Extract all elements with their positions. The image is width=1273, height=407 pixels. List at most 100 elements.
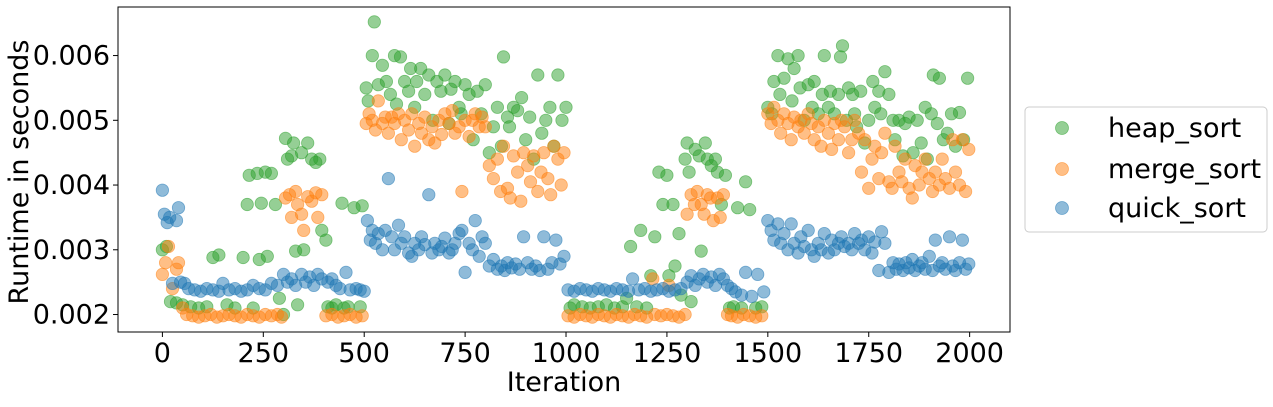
heap-sort-point xyxy=(678,152,692,166)
heap-sort-point xyxy=(878,65,892,79)
heap-sort-point xyxy=(785,94,799,108)
quick-sort-point xyxy=(757,285,771,299)
merge-sort-point xyxy=(428,136,442,150)
heap-sort-point xyxy=(924,107,938,121)
quick-sort-point xyxy=(455,223,469,237)
merge-sort-legend-marker xyxy=(1055,162,1069,176)
heap-sort-point xyxy=(379,74,393,89)
heap-sort-legend-label: heap_sort xyxy=(1108,113,1241,144)
merge-sort-point xyxy=(797,126,811,140)
heap-sort-point xyxy=(254,196,268,210)
heap-sort-point xyxy=(914,136,928,150)
merge-sort-point xyxy=(847,113,862,127)
heap-sort-point xyxy=(694,244,708,258)
quick-sort-point xyxy=(801,223,815,237)
merge-sort-point xyxy=(874,146,889,160)
merge-sort-legend-label: merge_sort xyxy=(1108,154,1261,185)
quick-sort-point xyxy=(557,249,571,263)
heap-sort-point xyxy=(866,74,880,89)
heap-sort-point xyxy=(666,197,680,212)
heap-sort-point xyxy=(212,248,226,262)
merge-sort-point xyxy=(435,127,449,142)
merge-sort-point xyxy=(928,165,942,179)
heap-sort-point xyxy=(383,87,397,102)
quick-sort-point xyxy=(391,218,406,232)
heap-sort-point xyxy=(290,298,305,312)
merge-sort-point xyxy=(171,256,186,270)
heap-sort-point xyxy=(313,152,327,166)
x-tick-label: 500 xyxy=(338,338,390,369)
quick-sort-point xyxy=(169,214,184,228)
heap-sort-point xyxy=(730,201,745,215)
heap-sort-point xyxy=(648,230,662,244)
merge-sort-point xyxy=(831,133,846,147)
merge-sort-point xyxy=(774,126,788,140)
quick-sort-point xyxy=(472,249,486,263)
merge-sort-point xyxy=(955,133,970,147)
heap-sort-point xyxy=(514,91,529,105)
heap-sort-point xyxy=(698,136,712,150)
merge-sort-point xyxy=(962,142,976,156)
heap-sort-point xyxy=(490,100,504,114)
heap-sort-point xyxy=(365,48,379,63)
quick-sort-point xyxy=(381,172,395,186)
merge-sort-point xyxy=(885,181,899,195)
heap-sort-point xyxy=(743,203,757,217)
merge-sort-point xyxy=(958,184,973,199)
merge-sort-point xyxy=(547,139,561,153)
merge-sort-point xyxy=(315,188,329,202)
merge-sort-point xyxy=(554,178,568,192)
quick-sort-point xyxy=(385,230,399,244)
x-tick-label: 1500 xyxy=(733,338,802,369)
merge-sort-point xyxy=(824,142,839,156)
merge-sort-point xyxy=(713,210,727,224)
heap-sort-point xyxy=(410,74,424,89)
heap-sort-point xyxy=(272,291,286,305)
quick-sort-point xyxy=(516,230,531,244)
quick-sort-point xyxy=(397,230,412,244)
quick-sort-point xyxy=(878,236,892,250)
merge-sort-point xyxy=(888,139,902,153)
quick-sort-point xyxy=(171,201,186,215)
quick-sort-point xyxy=(625,272,640,286)
heap-sort-point xyxy=(932,71,947,85)
heap-sort-point xyxy=(478,78,492,92)
quick-sort-legend-label: quick_sort xyxy=(1108,193,1246,224)
quick-sort-point xyxy=(955,233,970,247)
merge-sort-point xyxy=(935,152,949,166)
merge-sort-point xyxy=(486,172,500,186)
heap-sort-point xyxy=(355,199,369,213)
heap-sort-point xyxy=(260,249,274,263)
legend: heap_sort merge_sort quick_sort xyxy=(1024,106,1268,233)
merge-sort-point xyxy=(478,120,492,134)
heap-sort-point xyxy=(777,71,791,85)
heap-sort-point xyxy=(738,175,753,189)
heap-sort-point xyxy=(401,84,416,98)
merge-sort-point xyxy=(401,123,416,137)
quick-sort-point xyxy=(751,267,765,281)
quick-sort-point xyxy=(468,214,482,228)
quick-sort-point xyxy=(537,230,551,244)
merge-sort-point xyxy=(784,133,798,147)
y-tick-label: 0.004 xyxy=(33,170,110,201)
merge-sort-point xyxy=(837,120,852,134)
heap-sort-point xyxy=(817,48,831,63)
heap-sort-point xyxy=(791,48,805,63)
merge-sort-point xyxy=(541,172,555,186)
x-tick-label: 0 xyxy=(154,338,171,369)
quick-sort-point xyxy=(339,265,353,279)
merge-sort-point xyxy=(405,107,419,121)
merge-sort-point xyxy=(865,152,879,166)
merge-sort-point xyxy=(455,184,469,199)
heap-sort-point xyxy=(960,71,975,85)
heap-sort-point xyxy=(831,87,846,102)
heap-sort-legend-marker xyxy=(1055,121,1069,135)
heap-sort-point xyxy=(930,116,944,131)
y-tick-label: 0.003 xyxy=(33,235,110,266)
plot-frame xyxy=(117,6,1011,333)
legend-box xyxy=(1024,106,1268,233)
heap-sort-point xyxy=(297,243,311,257)
merge-sort-point xyxy=(716,188,731,202)
merge-sort-point xyxy=(394,133,408,147)
